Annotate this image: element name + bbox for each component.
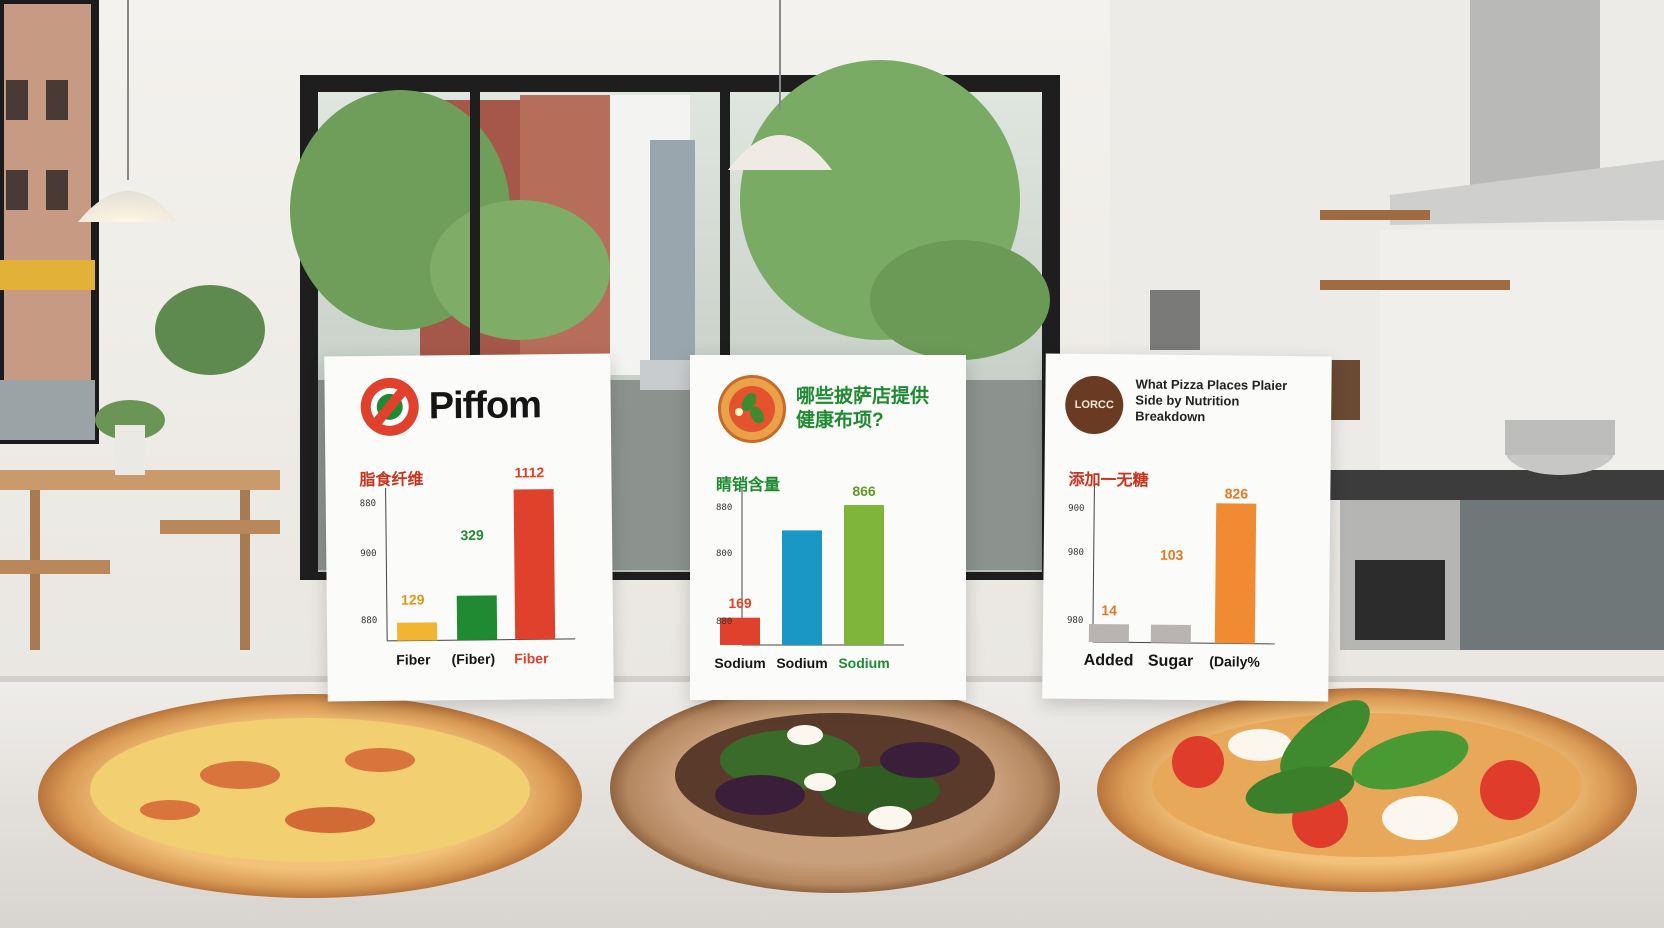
bar bbox=[396, 622, 438, 641]
pizza-logo-icon bbox=[718, 375, 786, 443]
bar bbox=[844, 505, 884, 645]
bar-value-label: 866 bbox=[852, 483, 876, 499]
fiber-chart bbox=[385, 487, 576, 642]
bar-category-label: Sodium bbox=[714, 655, 766, 671]
bar-value-label: 709 bbox=[790, 550, 814, 566]
brand-badge-text: LORCC bbox=[1074, 398, 1114, 412]
bar-value-label: 129 bbox=[400, 591, 425, 608]
bar-value-label: 103 bbox=[1159, 546, 1184, 563]
bar bbox=[1088, 623, 1129, 643]
card-title: 哪些披萨店提供 健康布项? bbox=[796, 386, 930, 431]
y-axis bbox=[385, 487, 388, 641]
sodium-chart bbox=[720, 487, 904, 646]
chart-heading: 睛销含量 bbox=[716, 477, 781, 494]
y-tick: 880 bbox=[359, 498, 377, 510]
y-tick: 880 bbox=[716, 617, 733, 627]
y-axis bbox=[1092, 486, 1095, 643]
bar bbox=[782, 530, 822, 645]
bar bbox=[1214, 503, 1257, 644]
y-tick: 880 bbox=[716, 503, 733, 513]
y-tick: 980 bbox=[1067, 547, 1085, 558]
bar-value-label: 1112 bbox=[514, 464, 545, 481]
y-tick: 880 bbox=[360, 615, 378, 627]
bar-value-label: 329 bbox=[460, 526, 484, 544]
bar bbox=[720, 617, 760, 645]
bar bbox=[513, 489, 556, 640]
chart-heading: 脂食纤维 bbox=[359, 471, 424, 490]
bar-category-label: (Daily% bbox=[1209, 653, 1260, 670]
bar-category-label: Sodium bbox=[776, 655, 828, 671]
bar-category-label: Sodium bbox=[838, 655, 890, 671]
y-tick: 900 bbox=[1068, 503, 1085, 514]
bar-value-label: 826 bbox=[1224, 485, 1249, 502]
y-tick: 900 bbox=[360, 548, 377, 560]
nutrition-card-sodium: 哪些披萨店提供 健康布项? 睛销含量 880 800 880 169 709 8… bbox=[690, 355, 966, 700]
card-title: What Pizza Places Plaier Side by Nutriti… bbox=[1135, 376, 1288, 425]
brand-badge: LORCC bbox=[1064, 375, 1124, 435]
bar-value-label: 14 bbox=[1101, 602, 1117, 619]
nutrition-card-fiber: Piffom 脂食纤维 880 900 880 129 329 1112 Fib… bbox=[324, 353, 614, 702]
bar bbox=[456, 595, 498, 641]
red-green-swirl-logo-icon bbox=[360, 377, 420, 437]
brand-name: Piffom bbox=[428, 384, 542, 428]
bar-category-label: Fiber bbox=[514, 650, 549, 667]
nutrition-card-added-sugar: LORCC What Pizza Places Plaier Side by N… bbox=[1042, 353, 1332, 702]
bar-value-label: 169 bbox=[728, 595, 752, 611]
y-tick: 800 bbox=[716, 549, 733, 559]
added-sugar-chart bbox=[1088, 486, 1275, 645]
chart-heading: 添加一无糖 bbox=[1068, 471, 1149, 490]
bar bbox=[1150, 624, 1191, 644]
